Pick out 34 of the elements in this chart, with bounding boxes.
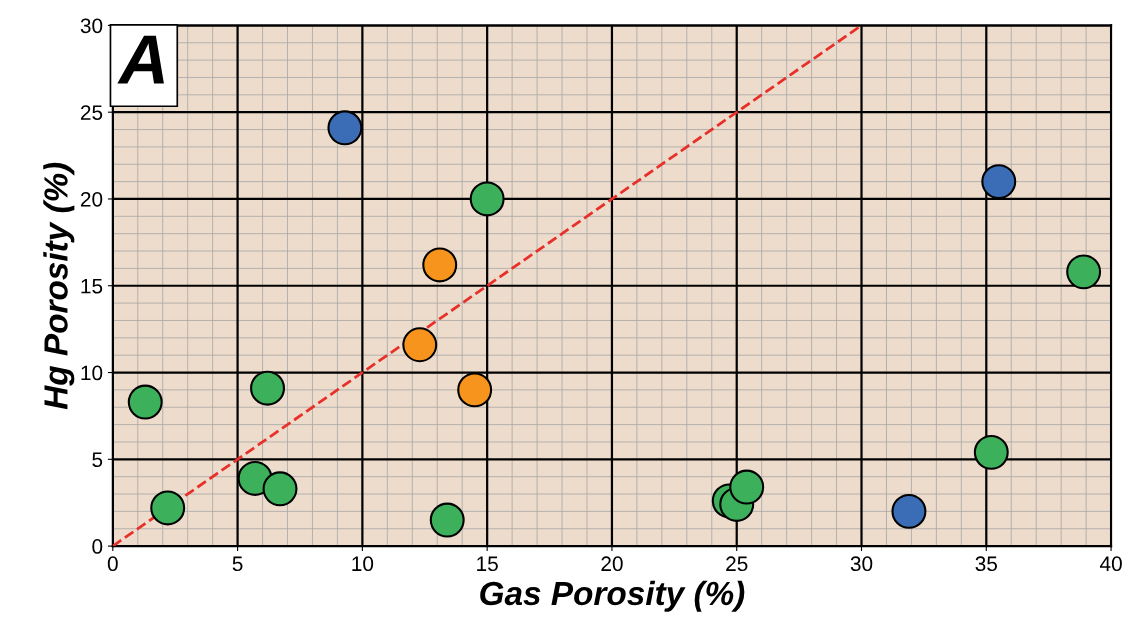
point bbox=[457, 372, 493, 408]
x-tick-label: 5 bbox=[232, 556, 243, 572]
annotation: A bbox=[117, 35, 164, 84]
point bbox=[150, 490, 186, 526]
point bbox=[127, 384, 163, 420]
point bbox=[402, 327, 438, 363]
point bbox=[469, 181, 505, 217]
x-axis-title: Gas Porosity (%) bbox=[480, 580, 745, 612]
y-tick-label: 20 bbox=[80, 191, 103, 207]
x-tick-label: 35 bbox=[975, 556, 998, 572]
point bbox=[327, 110, 363, 146]
y-tick-label: 30 bbox=[80, 18, 103, 34]
point bbox=[729, 469, 765, 505]
point bbox=[973, 434, 1009, 470]
x-tick-label: 20 bbox=[601, 556, 623, 572]
point bbox=[429, 502, 465, 538]
x-tick-label: 10 bbox=[352, 556, 374, 572]
point bbox=[981, 164, 1017, 200]
y-tick-label: 10 bbox=[81, 365, 103, 381]
point bbox=[1066, 254, 1102, 290]
y-tick-label: 5 bbox=[92, 452, 103, 468]
x-tick-label: 15 bbox=[477, 556, 498, 572]
x-tick-label: 30 bbox=[850, 556, 873, 572]
x-tick-label: 0 bbox=[107, 556, 118, 572]
point bbox=[891, 493, 927, 529]
y-axis-title: Hg Porosity (%) bbox=[43, 162, 75, 410]
y-tick-label: 15 bbox=[81, 278, 103, 294]
point bbox=[422, 247, 458, 283]
x-tick-label: 40 bbox=[1099, 556, 1122, 572]
y-tick-label: 0 bbox=[92, 539, 103, 554]
y-tick-label: 25 bbox=[80, 105, 103, 120]
x-tick-label: 25 bbox=[726, 556, 748, 572]
point bbox=[262, 471, 298, 507]
point bbox=[250, 370, 286, 406]
